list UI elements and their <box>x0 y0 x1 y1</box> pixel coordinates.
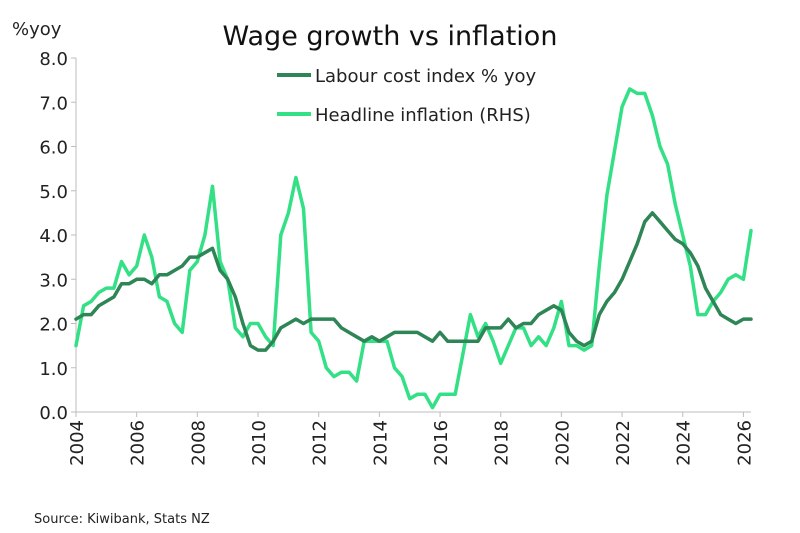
x-tick-label: 2012 <box>310 420 331 466</box>
x-tick-label: 2010 <box>249 420 270 466</box>
x-tick-label: 2020 <box>552 420 573 466</box>
legend-label-headline-inflation: Headline inflation (RHS) <box>315 105 531 126</box>
y-tick-label: 0.0 <box>39 403 68 424</box>
x-tick-label: 2016 <box>431 420 452 466</box>
y-axis-unit-label: %yoy <box>12 19 62 40</box>
x-tick-label: 2022 <box>613 420 634 466</box>
x-tick-label: 2006 <box>128 420 149 466</box>
x-tick-label: 2008 <box>188 420 209 466</box>
y-tick-label: 7.0 <box>39 93 68 114</box>
x-tick-label: 2018 <box>492 420 513 466</box>
x-axis-ticks: 2004 2006 2008 2010 2012 2014 2016 2018 2020 2022… <box>67 412 755 466</box>
legend-label-labour-cost-index: Labour cost index % yoy <box>315 66 537 87</box>
y-tick-label: 5.0 <box>39 182 68 203</box>
series-line-labour-cost-index <box>74 211 753 352</box>
x-tick-label: 2024 <box>674 420 695 466</box>
series-line-headline-inflation <box>74 87 753 410</box>
x-tick-label: 2004 <box>67 420 88 466</box>
y-tick-label: 6.0 <box>39 138 68 159</box>
y-tick-label: 2.0 <box>39 315 68 336</box>
x-tick-label: 2026 <box>734 420 755 466</box>
x-tick-label: 2014 <box>370 420 391 466</box>
chart-title: Wage growth vs inflation <box>223 21 558 52</box>
y-tick-label: 1.0 <box>39 359 68 380</box>
y-axis-ticks: 0.0 1.0 2.0 3.0 4.0 5.0 6.0 7.0 8.0 <box>39 49 76 424</box>
series-lines <box>74 87 753 410</box>
y-tick-label: 3.0 <box>39 270 68 291</box>
y-tick-label: 8.0 <box>39 49 68 70</box>
y-tick-label: 4.0 <box>39 226 68 247</box>
legend: Labour cost index % yoy Headline inflati… <box>277 66 537 126</box>
source-note: Source: Kiwibank, Stats NZ <box>34 512 210 527</box>
